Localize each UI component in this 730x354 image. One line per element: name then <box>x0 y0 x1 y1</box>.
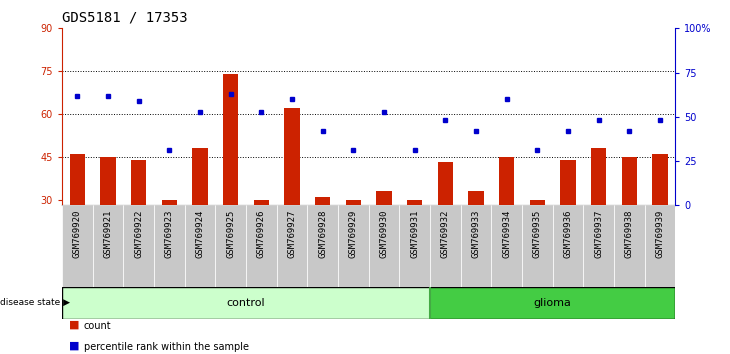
Text: GSM769923: GSM769923 <box>165 209 174 258</box>
Bar <box>469 191 483 285</box>
Bar <box>62 287 430 319</box>
Text: GSM769920: GSM769920 <box>73 209 82 258</box>
Bar <box>62 205 93 287</box>
Bar <box>246 205 277 287</box>
Text: GSM769939: GSM769939 <box>656 209 664 258</box>
Bar <box>154 205 185 287</box>
Text: ■: ■ <box>69 319 80 329</box>
Bar <box>407 200 422 285</box>
Text: GSM769938: GSM769938 <box>625 209 634 258</box>
Text: GDS5181 / 17353: GDS5181 / 17353 <box>62 11 188 25</box>
Bar <box>131 160 147 285</box>
Bar <box>614 205 645 287</box>
Bar <box>285 108 300 285</box>
Bar <box>277 205 307 287</box>
Bar <box>185 205 215 287</box>
Bar <box>399 205 430 287</box>
Bar <box>223 74 239 285</box>
Text: glioma: glioma <box>534 298 572 308</box>
Text: percentile rank within the sample: percentile rank within the sample <box>84 342 249 352</box>
Text: GSM769927: GSM769927 <box>288 209 296 258</box>
Text: GSM769924: GSM769924 <box>196 209 204 258</box>
Bar <box>499 157 515 285</box>
Text: GSM769926: GSM769926 <box>257 209 266 258</box>
Text: control: control <box>227 298 265 308</box>
Text: GSM769929: GSM769929 <box>349 209 358 258</box>
Text: GSM769936: GSM769936 <box>564 209 572 258</box>
Text: disease state ▶: disease state ▶ <box>0 298 70 307</box>
Bar <box>583 205 614 287</box>
Text: GSM769925: GSM769925 <box>226 209 235 258</box>
Text: GSM769928: GSM769928 <box>318 209 327 258</box>
Text: GSM769922: GSM769922 <box>134 209 143 258</box>
Text: GSM769932: GSM769932 <box>441 209 450 258</box>
Bar <box>553 205 583 287</box>
Text: GSM769934: GSM769934 <box>502 209 511 258</box>
Bar <box>561 160 576 285</box>
Bar <box>491 205 522 287</box>
Bar <box>377 191 392 285</box>
Text: GSM769930: GSM769930 <box>380 209 388 258</box>
Bar <box>70 154 85 285</box>
Text: GSM769937: GSM769937 <box>594 209 603 258</box>
Bar <box>430 287 675 319</box>
Text: GSM769931: GSM769931 <box>410 209 419 258</box>
Bar <box>653 154 668 285</box>
Bar <box>622 157 637 285</box>
Bar <box>522 205 553 287</box>
Text: ■: ■ <box>69 341 80 350</box>
Bar <box>307 205 338 287</box>
Bar <box>101 157 116 285</box>
Bar <box>93 205 123 287</box>
Text: count: count <box>84 321 112 331</box>
Bar <box>461 205 491 287</box>
Bar <box>215 205 246 287</box>
Bar <box>645 205 675 287</box>
Bar <box>530 200 545 285</box>
Bar <box>438 162 453 285</box>
Bar <box>346 200 361 285</box>
Bar <box>591 148 607 285</box>
Bar <box>193 148 208 285</box>
Bar <box>162 200 177 285</box>
Text: GSM769921: GSM769921 <box>104 209 112 258</box>
Bar <box>338 205 369 287</box>
Text: GSM769933: GSM769933 <box>472 209 480 258</box>
Bar <box>254 200 269 285</box>
Bar <box>430 205 461 287</box>
Bar <box>123 205 154 287</box>
Bar <box>369 205 399 287</box>
Bar <box>315 197 331 285</box>
Text: GSM769935: GSM769935 <box>533 209 542 258</box>
